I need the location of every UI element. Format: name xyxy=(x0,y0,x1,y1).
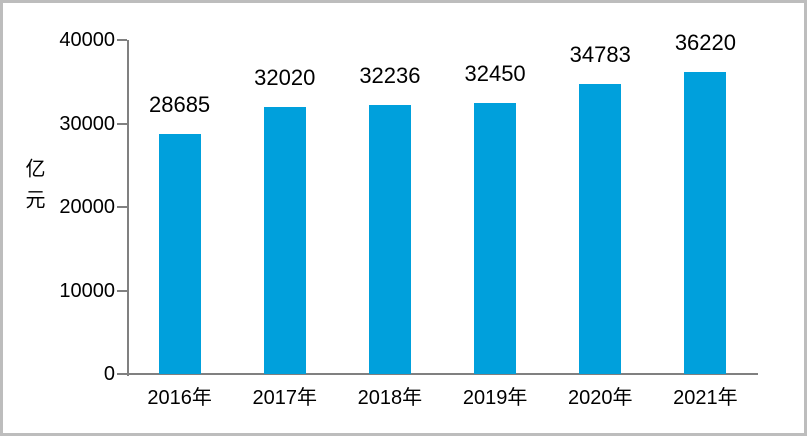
y-tick-mark xyxy=(117,373,127,375)
y-tick-label: 20000 xyxy=(59,196,115,218)
y-tick-mark xyxy=(117,206,127,208)
x-axis-label: 2018年 xyxy=(357,387,423,409)
bar-2017年 xyxy=(263,106,306,374)
y-tick-label: 40000 xyxy=(59,29,115,51)
bar-2021年 xyxy=(684,71,727,374)
y-axis-line xyxy=(127,40,129,376)
y-tick-label: 10000 xyxy=(59,279,115,302)
y-tick-label: 30000 xyxy=(59,112,115,135)
bar-chart: 亿元 0 10000 20000 30000 40000 28685 32020 32236… xyxy=(3,3,804,433)
bar-value-label: 34783 xyxy=(569,41,631,67)
bar-2016年 xyxy=(158,134,201,374)
bar-2019年 xyxy=(474,103,517,374)
y-tick-label: 0 xyxy=(103,363,115,385)
y-tick-mark xyxy=(117,122,127,125)
bar-value-label: 36220 xyxy=(674,29,736,55)
y-tick-mark xyxy=(117,39,127,41)
x-axis-line xyxy=(127,373,758,375)
x-axis-label: 2016年 xyxy=(147,387,212,409)
bar-2020年 xyxy=(579,83,622,374)
bar-value-label: 32450 xyxy=(464,61,526,87)
x-axis-label: 2019年 xyxy=(462,387,528,409)
bar-value-label: 32020 xyxy=(254,64,316,90)
bar-value-label: 28685 xyxy=(148,92,211,118)
x-axis-label: 2021年 xyxy=(673,387,738,409)
bar-value-label: 32236 xyxy=(359,62,421,88)
y-tick-mark xyxy=(117,289,127,292)
x-axis-label: 2020年 xyxy=(568,387,633,409)
y-axis-title: 亿元 xyxy=(22,158,44,220)
x-axis-label: 2017年 xyxy=(252,387,318,409)
bar-2018年 xyxy=(368,104,411,374)
